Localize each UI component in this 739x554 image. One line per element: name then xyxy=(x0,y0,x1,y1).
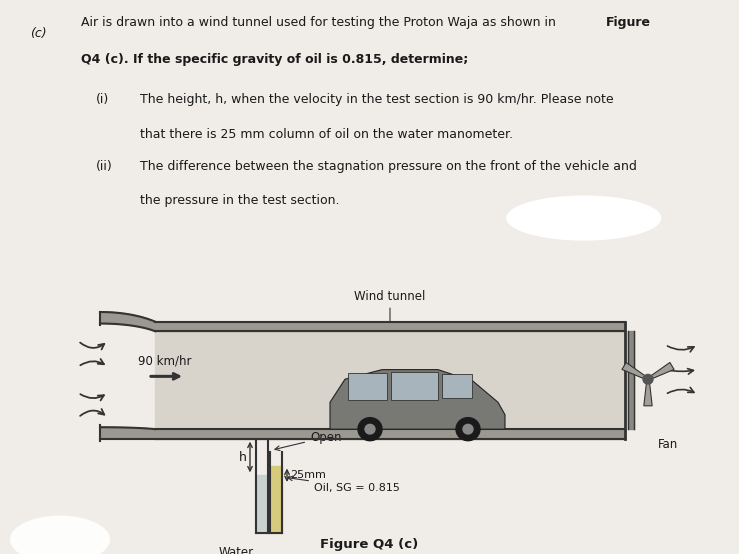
Text: Open: Open xyxy=(275,430,341,450)
Text: (ii): (ii) xyxy=(96,160,113,172)
Polygon shape xyxy=(348,373,387,401)
Text: h: h xyxy=(239,450,247,464)
Polygon shape xyxy=(100,427,155,439)
Circle shape xyxy=(463,424,473,434)
Text: (i): (i) xyxy=(96,93,109,106)
Polygon shape xyxy=(644,383,653,406)
Text: that there is 25 mm column of oil on the water manometer.: that there is 25 mm column of oil on the… xyxy=(140,127,514,141)
Text: the pressure in the test section.: the pressure in the test section. xyxy=(140,194,340,207)
Ellipse shape xyxy=(10,516,110,554)
Text: Water: Water xyxy=(219,546,254,554)
Polygon shape xyxy=(622,362,646,379)
Text: Fan: Fan xyxy=(658,438,678,452)
Polygon shape xyxy=(442,375,472,398)
Circle shape xyxy=(365,424,375,434)
Polygon shape xyxy=(330,370,505,429)
Text: The difference between the stagnation pressure on the front of the vehicle and: The difference between the stagnation pr… xyxy=(140,160,637,172)
Text: Air is drawn into a wind tunnel used for testing the Proton Waja as shown in: Air is drawn into a wind tunnel used for… xyxy=(81,16,560,29)
Circle shape xyxy=(643,375,653,384)
Text: Q4 (c). If the specific gravity of oil is 0.815, determine;: Q4 (c). If the specific gravity of oil i… xyxy=(81,53,469,66)
Text: Figure: Figure xyxy=(606,16,651,29)
Text: Figure Q4 (c): Figure Q4 (c) xyxy=(320,538,418,551)
Text: 25mm: 25mm xyxy=(290,470,326,480)
Polygon shape xyxy=(391,372,438,401)
Circle shape xyxy=(358,418,382,440)
Ellipse shape xyxy=(506,196,661,240)
Text: Wind tunnel: Wind tunnel xyxy=(354,290,426,321)
Circle shape xyxy=(456,418,480,440)
Text: The height, h, when the velocity in the test section is 90 km/hr. Please note: The height, h, when the velocity in the … xyxy=(140,93,614,106)
Polygon shape xyxy=(100,312,155,331)
Polygon shape xyxy=(650,362,674,379)
Text: 90 km/hr: 90 km/hr xyxy=(138,355,191,368)
Text: (c): (c) xyxy=(30,27,46,39)
Text: Oil, SG = 0.815: Oil, SG = 0.815 xyxy=(288,476,400,493)
